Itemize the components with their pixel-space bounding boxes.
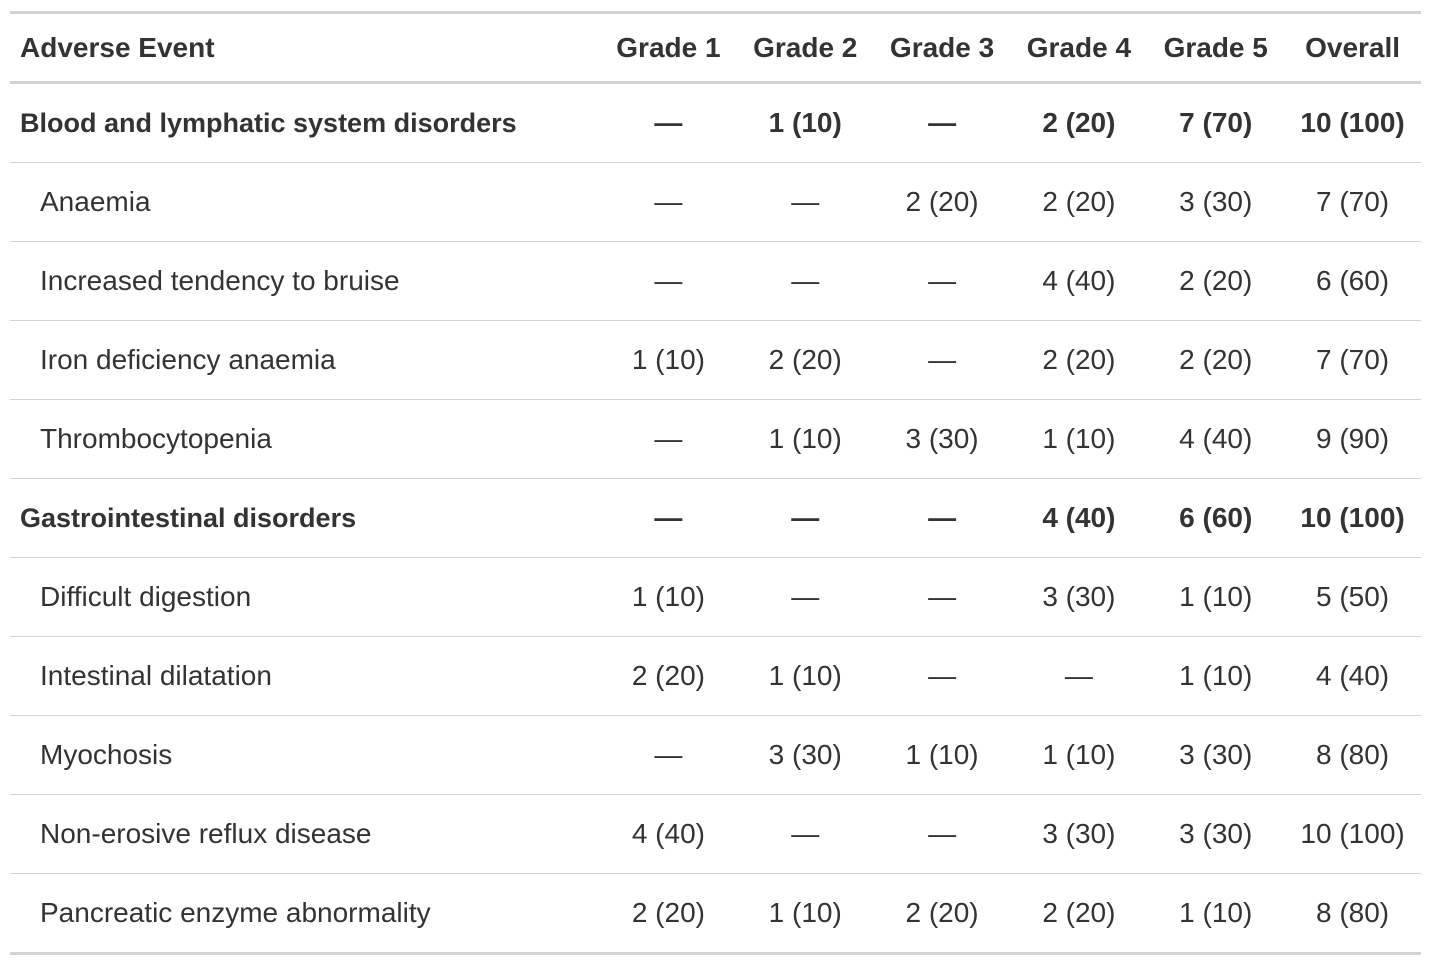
cell: 4 (40): [1147, 399, 1285, 479]
item-row: Non-erosive reflux disease 4 (40) — —3 (30)…: [10, 794, 1421, 874]
cell: 2 (20): [1010, 162, 1148, 242]
cell: 3 (30): [1147, 162, 1285, 242]
cell: 8 (80): [1284, 715, 1421, 795]
cell: —: [736, 794, 874, 874]
item-row-label: Thrombocytopenia: [10, 399, 600, 479]
column-header: Grade 2: [736, 12, 874, 84]
cell: 4 (40): [1284, 636, 1421, 716]
cell: 3 (30): [1010, 794, 1148, 874]
cell: 2 (20): [1147, 241, 1285, 321]
cell: 2 (20): [1147, 320, 1285, 400]
cell: 1 (10): [736, 636, 874, 716]
cell: 1 (10): [1010, 399, 1148, 479]
cell: 2 (20): [873, 162, 1011, 242]
item-row: Thrombocytopenia —1 (10) 3 (30) 1 (10) 4 (40…: [10, 399, 1421, 479]
adverse-event-table: Adverse Event Grade 1 Grade 2 Grade 3 Grade …: [10, 11, 1421, 955]
item-row: Intestinal dilatation 2 (20) 1 (10) — —1 (10…: [10, 636, 1421, 716]
cell: 9 (90): [1284, 399, 1421, 479]
cell: —: [873, 794, 1011, 874]
item-row-label: Anaemia: [10, 162, 600, 242]
cell: —: [600, 241, 737, 321]
cell: 1 (10): [1147, 557, 1285, 637]
cell: 1 (10): [1010, 715, 1148, 795]
cell: —: [600, 162, 737, 242]
cell: 3 (30): [1147, 715, 1285, 795]
column-header: Grade 5: [1147, 12, 1285, 84]
cell: 7 (70): [1284, 162, 1421, 242]
cell: 4 (40): [1010, 241, 1148, 321]
group-row-label: Blood and lymphatic system disorders: [10, 82, 600, 163]
cell: 2 (20): [600, 636, 737, 716]
item-row: Iron deficiency anaemia 1 (10) 2 (20) —2 (2…: [10, 320, 1421, 400]
cell: —: [600, 399, 737, 479]
item-row-label: Non-erosive reflux disease: [10, 794, 600, 874]
cell: 10 (100): [1284, 82, 1421, 163]
cell: —: [600, 478, 737, 558]
item-row: Myochosis —3 (30) 1 (10) 1 (10) 3 (30) 8 (80): [10, 715, 1421, 795]
cell: 1 (10): [1147, 873, 1285, 954]
cell: 2 (20): [1010, 82, 1148, 163]
group-row-label: Gastrointestinal disorders: [10, 478, 600, 558]
cell: 1 (10): [600, 557, 737, 637]
cell: —: [736, 557, 874, 637]
cell: 1 (10): [736, 82, 874, 163]
cell: 8 (80): [1284, 873, 1421, 954]
cell: 7 (70): [1147, 82, 1285, 163]
cell: 1 (10): [736, 399, 874, 479]
cell: 6 (60): [1284, 241, 1421, 321]
cell: 4 (40): [600, 794, 737, 874]
item-row-label: Iron deficiency anaemia: [10, 320, 600, 400]
cell: —: [736, 162, 874, 242]
column-header: Grade 4: [1010, 12, 1148, 84]
header-row: Adverse Event Grade 1 Grade 2 Grade 3 Grade …: [10, 12, 1421, 84]
column-header: Grade 1: [600, 12, 737, 84]
item-row-label: Intestinal dilatation: [10, 636, 600, 716]
item-row-label: Difficult digestion: [10, 557, 600, 637]
cell: 2 (20): [1010, 320, 1148, 400]
cell: —: [1010, 636, 1148, 716]
cell: —: [873, 557, 1011, 637]
item-row-label: Pancreatic enzyme abnormality: [10, 873, 600, 954]
cell: 1 (10): [873, 715, 1011, 795]
group-row: Blood and lymphatic system disorders —1 (…: [10, 82, 1421, 163]
cell: 2 (20): [1010, 873, 1148, 954]
cell: 3 (30): [1010, 557, 1148, 637]
cell: 3 (30): [873, 399, 1011, 479]
cell: 6 (60): [1147, 478, 1285, 558]
cell: 10 (100): [1284, 794, 1421, 874]
column-header: Grade 3: [873, 12, 1011, 84]
cell: —: [873, 478, 1011, 558]
cell: 10 (100): [1284, 478, 1421, 558]
cell: —: [600, 82, 737, 163]
cell: 1 (10): [600, 320, 737, 400]
cell: —: [736, 241, 874, 321]
group-row: Gastrointestinal disorders — — —4 (40) 6 (60…: [10, 478, 1421, 558]
cell: —: [873, 636, 1011, 716]
item-row: Difficult digestion 1 (10) — —3 (30) 1 (10) 5…: [10, 557, 1421, 637]
cell: 2 (20): [600, 873, 737, 954]
item-row-label: Myochosis: [10, 715, 600, 795]
cell: 7 (70): [1284, 320, 1421, 400]
column-header: Overall: [1284, 12, 1421, 84]
cell: 1 (10): [1147, 636, 1285, 716]
item-row: Anaemia — —2 (20) 2 (20) 3 (30) 7 (70): [10, 162, 1421, 242]
cell: 2 (20): [873, 873, 1011, 954]
item-row: Increased tendency to bruise — — —4 (40) 2 (…: [10, 241, 1421, 321]
cell: —: [873, 241, 1011, 321]
cell: 4 (40): [1010, 478, 1148, 558]
cell: 5 (50): [1284, 557, 1421, 637]
column-header: Adverse Event: [10, 12, 600, 84]
cell: 3 (30): [736, 715, 874, 795]
cell: —: [600, 715, 737, 795]
cell: —: [736, 478, 874, 558]
item-row: Pancreatic enzyme abnormality 2 (20) 1 (10…: [10, 873, 1421, 954]
cell: 1 (10): [736, 873, 874, 954]
cell: —: [873, 320, 1011, 400]
item-row-label: Increased tendency to bruise: [10, 241, 600, 321]
cell: 3 (30): [1147, 794, 1285, 874]
cell: 2 (20): [736, 320, 874, 400]
cell: —: [873, 82, 1011, 163]
